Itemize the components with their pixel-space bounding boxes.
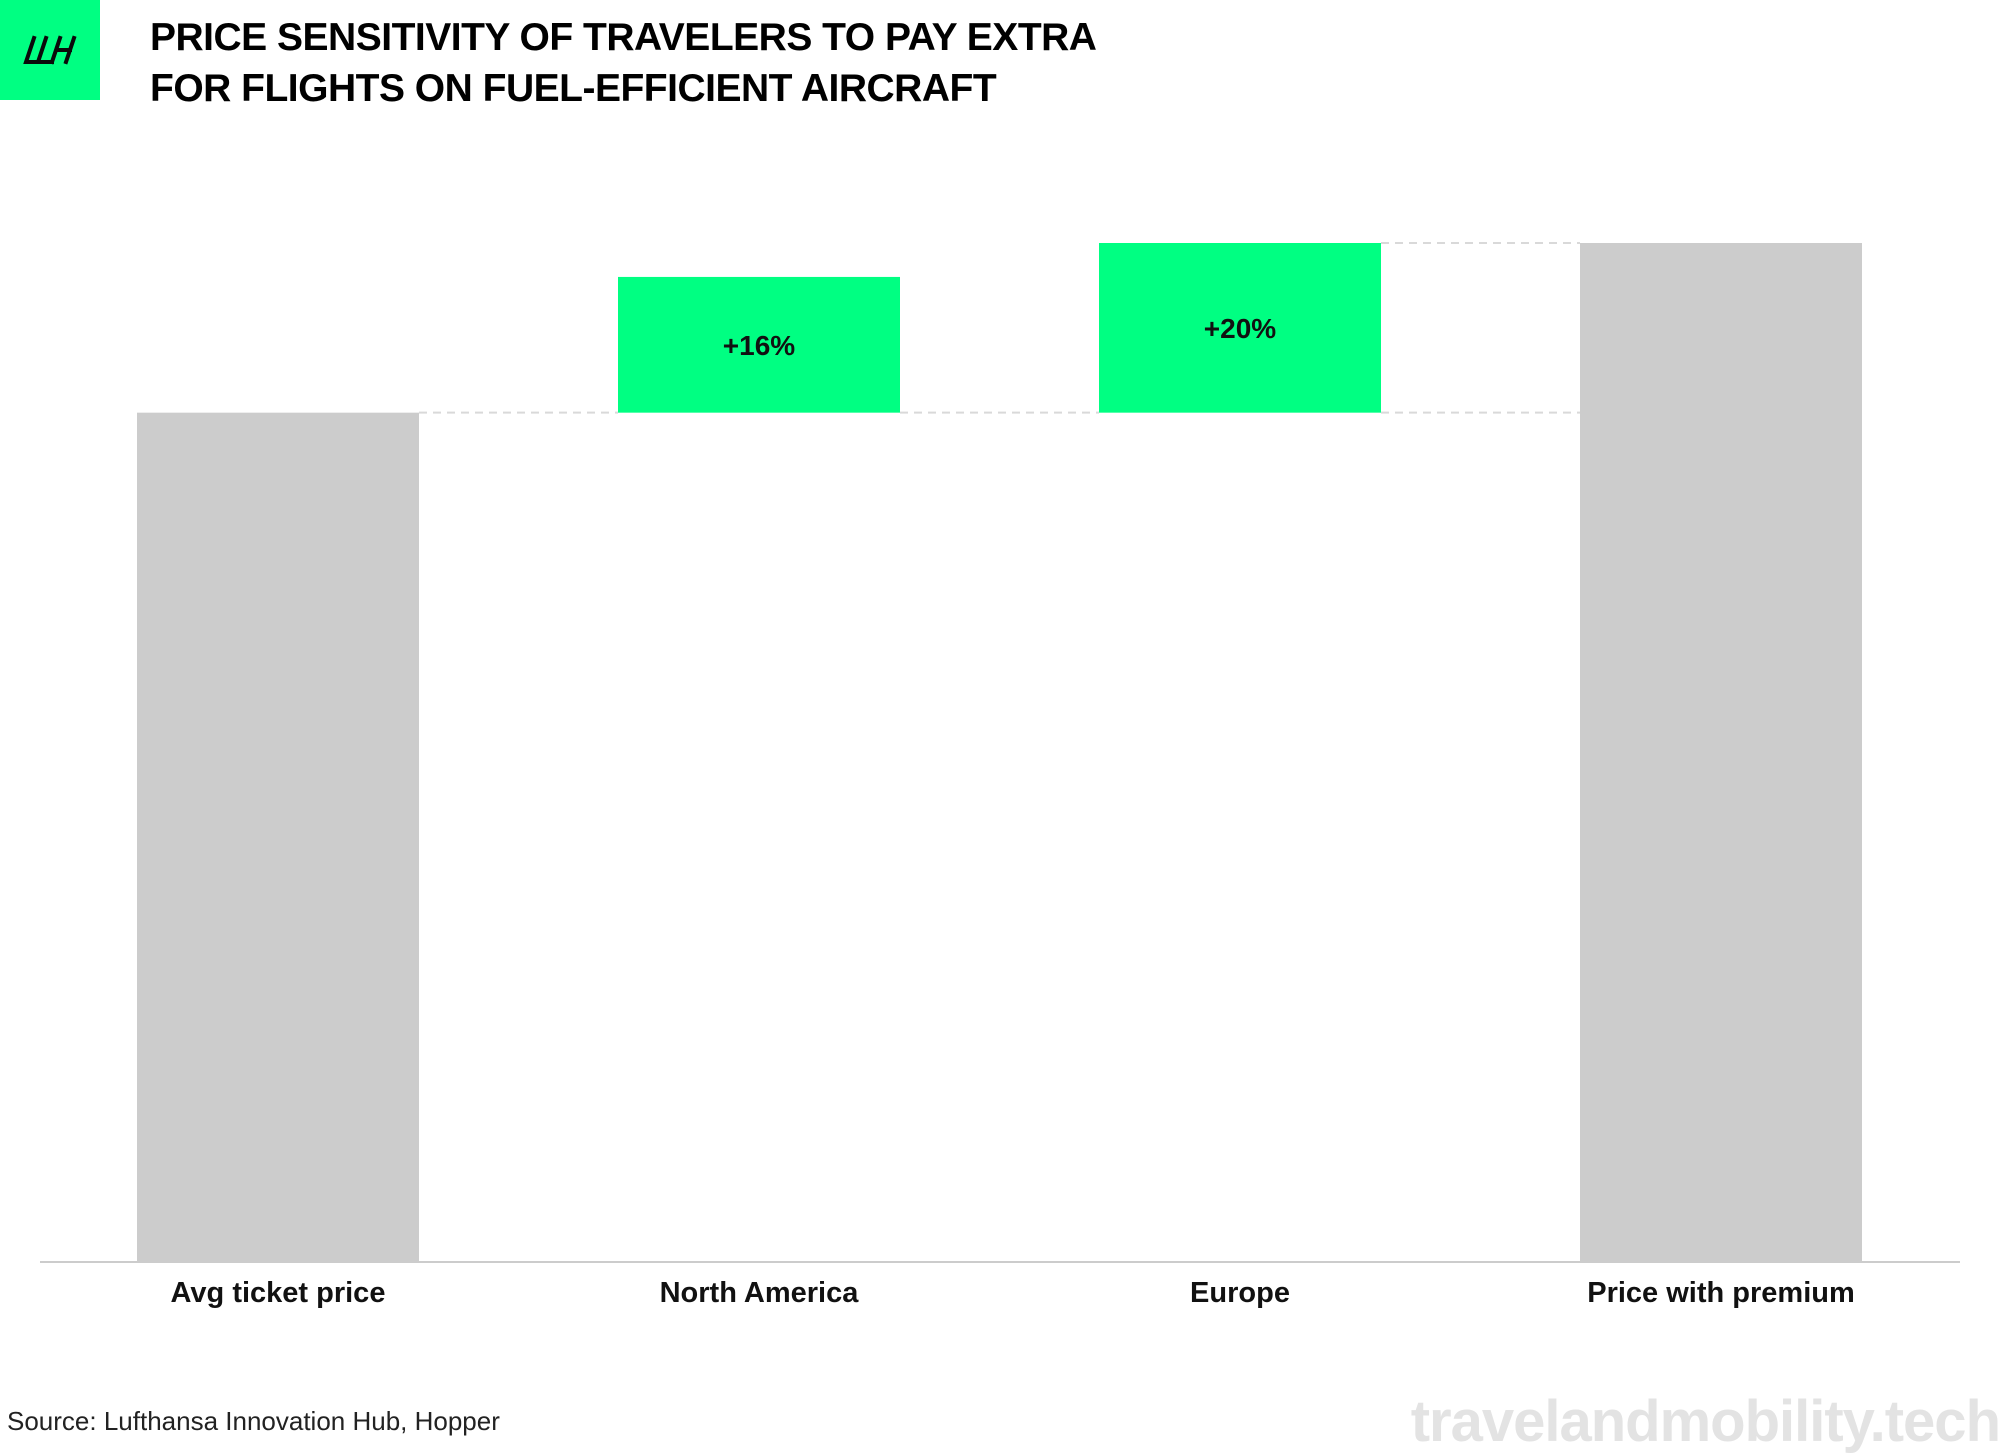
bar-value-label-europe: +20% (1204, 313, 1276, 344)
x-tick-label-north-america: North America (660, 1277, 860, 1309)
x-tick-label-avg-ticket-price: Avg ticket price (171, 1277, 386, 1309)
x-tick-label-europe: Europe (1190, 1277, 1290, 1309)
lh-logo (0, 0, 100, 100)
waterfall-chart: +16% +20% Avg ticket price North America Eur… (40, 242, 1960, 1309)
bar-europe (1099, 243, 1381, 413)
source-note: Source: Lufthansa Innovation Hub, Hopper (7, 1406, 500, 1436)
chart-title: PRICE SENSITIVITY OF TRAVELERS TO PAY EX… (150, 12, 1450, 114)
bar-price-with-premium (1580, 243, 1862, 1261)
bar-avg-ticket-price (137, 412, 419, 1262)
watermark: travelandmobility.tech (1410, 1389, 2000, 1454)
x-tick-label-price-with-premium: Price with premium (1587, 1277, 1855, 1309)
chart-title-line-2: FOR FLIGHTS ON FUEL-EFFICIENT AIRCRAFT (150, 67, 997, 110)
bar-north-america (618, 276, 900, 413)
lh-logo-icon (23, 35, 77, 65)
chart-title-line-1: PRICE SENSITIVITY OF TRAVELERS TO PAY EX… (150, 16, 1097, 59)
bar-value-label-north-america: +16% (723, 330, 795, 361)
